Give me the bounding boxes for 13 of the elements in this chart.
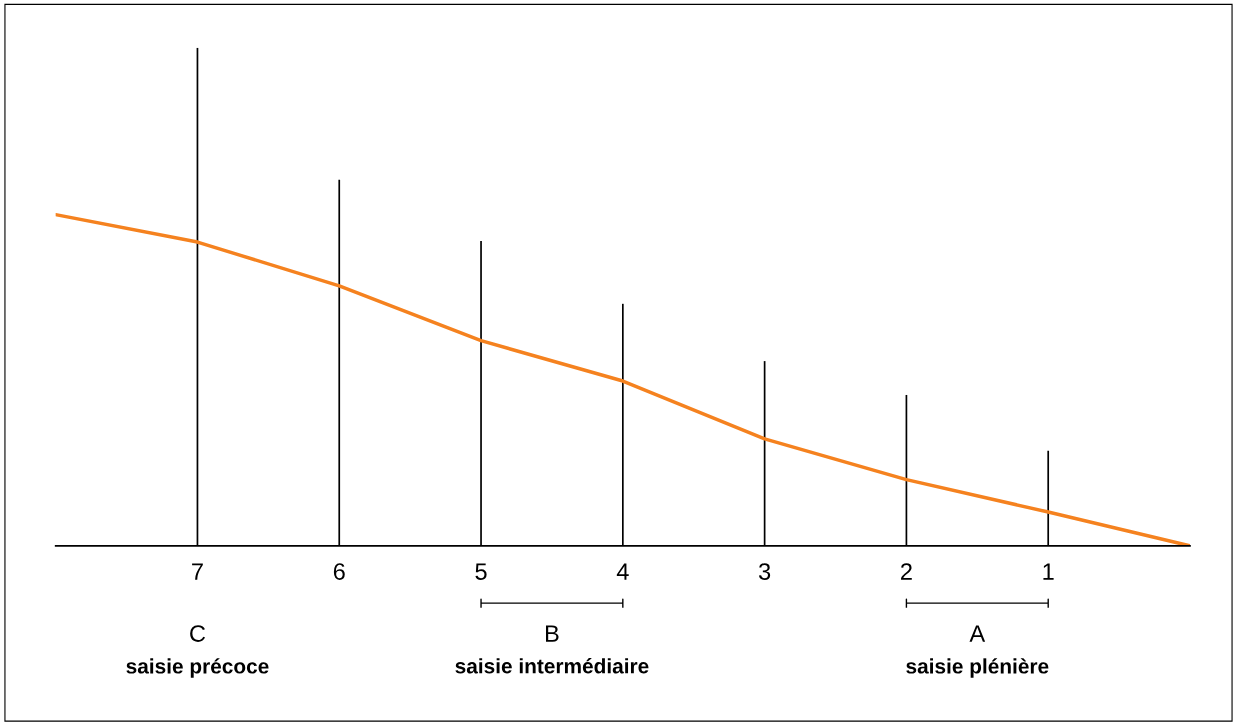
text: A [969,625,986,642]
text: B [546,625,559,642]
x-tick-label: 1 [1043,563,1054,580]
x-tick-label: 2 [901,563,912,580]
text: saisie précoce [126,658,269,678]
text: saisie plénière [906,658,1049,678]
x-tick-label: 7 [192,563,203,580]
text: saisie intermédiaire [455,658,649,674]
x-tick-label: 6 [333,563,345,580]
x-tick-label: 5 [475,563,487,580]
x-tick-label: 4 [616,563,629,580]
x-tick-label: 3 [758,563,771,580]
text: C [190,625,206,642]
